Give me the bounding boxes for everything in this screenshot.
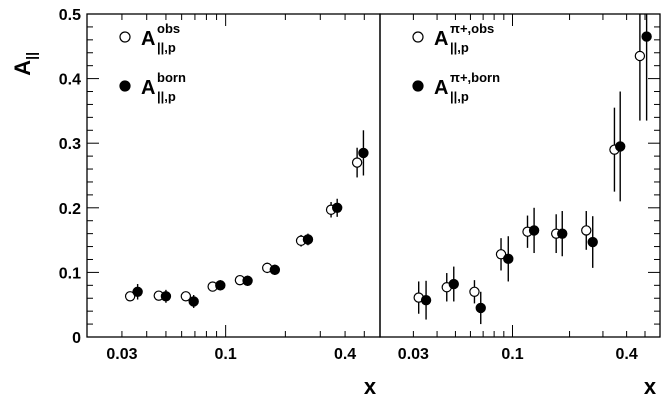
- data-point-open: [124, 291, 136, 302]
- data-point-filled: [188, 296, 199, 307]
- legend-marker: [412, 31, 424, 43]
- x-tick-label: 0.4: [615, 346, 637, 363]
- data-point-open: [469, 286, 480, 297]
- legend-label-sup: π+,obs: [450, 21, 494, 36]
- legend-label-sub: ||,p: [450, 89, 469, 104]
- legend-label-sup: obs: [157, 21, 180, 36]
- data-point-open: [351, 157, 363, 168]
- y-axis-label-sub: ||: [23, 52, 39, 60]
- data-point-open: [495, 249, 507, 260]
- x-tick-label: 0.03: [398, 346, 429, 363]
- data-point-filled: [528, 225, 540, 236]
- data-point-filled: [557, 228, 568, 239]
- y-tick-label: 0.1: [59, 265, 81, 282]
- y-tick-label: 0.5: [59, 7, 81, 24]
- data-point-filled: [587, 236, 598, 248]
- y-tick-label: 0.4: [59, 72, 81, 89]
- x-tick-label: 0.1: [215, 346, 237, 363]
- data-point-filled: [242, 275, 253, 286]
- y-tick-label: 0: [72, 330, 81, 347]
- x-axis-label: x: [644, 374, 657, 398]
- legend-label: A: [141, 77, 155, 99]
- panel-frame-left: [86, 13, 381, 338]
- legend-label: A: [434, 77, 448, 99]
- x-tick-label: 0.1: [501, 346, 523, 363]
- data-point-filled: [302, 234, 314, 245]
- legend-marker: [119, 80, 131, 92]
- x-tick-label: 0.03: [106, 346, 137, 363]
- legend-label-sup: born: [157, 70, 186, 85]
- data-point-filled: [269, 264, 281, 276]
- data-point-filled: [160, 291, 172, 302]
- y-tick-label: 0.2: [59, 201, 81, 218]
- legend-label-sub: ||,p: [157, 89, 176, 104]
- y-axis-label-text: A||: [10, 52, 39, 76]
- panel-frames: [86, 13, 661, 338]
- data-point-filled: [420, 294, 432, 306]
- legend-marker: [412, 80, 424, 92]
- data-point-filled: [503, 253, 514, 265]
- data-point-open: [581, 225, 592, 236]
- data-point-open: [180, 291, 192, 302]
- y-tick-label: 0.3: [59, 136, 81, 153]
- x-axis-label: x: [364, 374, 377, 398]
- data-point-filled: [448, 278, 459, 290]
- legend-label-sub: ||,p: [157, 40, 176, 55]
- x-tick-label: 0.4: [334, 346, 356, 363]
- data-point-filled: [475, 302, 486, 314]
- legend-label: A: [434, 28, 448, 50]
- data-point-filled: [331, 202, 343, 213]
- data-point-open: [634, 50, 646, 62]
- data-point-filled: [641, 31, 652, 42]
- data-point-filled: [215, 280, 226, 291]
- data-point-filled: [132, 286, 143, 297]
- panel-frame-right: [379, 13, 661, 338]
- legend-label-sup: π+,born: [450, 70, 500, 85]
- legend-marker: [119, 31, 131, 43]
- legend-label: A: [141, 28, 155, 50]
- data-point-filled: [615, 141, 626, 152]
- y-axis-label: A||: [10, 52, 39, 76]
- data-point-filled: [358, 147, 369, 159]
- legend-label-sub: ||,p: [450, 40, 469, 55]
